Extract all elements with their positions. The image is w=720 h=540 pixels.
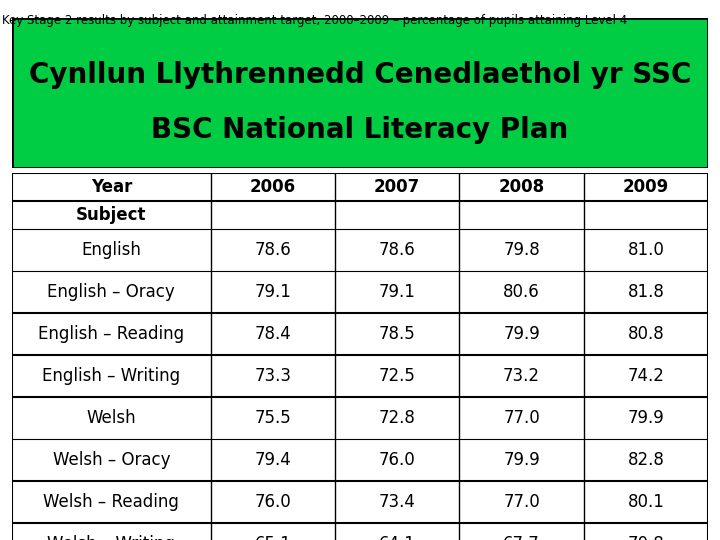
Text: 79.9: 79.9 <box>503 325 540 343</box>
Text: 80.8: 80.8 <box>627 325 665 343</box>
Text: 73.2: 73.2 <box>503 367 540 385</box>
Text: 72.8: 72.8 <box>379 409 415 427</box>
Text: Welsh – Reading: Welsh – Reading <box>43 493 179 511</box>
Text: Welsh – Writing: Welsh – Writing <box>48 535 175 540</box>
Text: Year: Year <box>91 178 132 196</box>
Text: 78.6: 78.6 <box>254 241 292 259</box>
Text: BSC National Literacy Plan: BSC National Literacy Plan <box>151 117 569 145</box>
Text: Welsh – Oracy: Welsh – Oracy <box>53 451 170 469</box>
Text: 78.5: 78.5 <box>379 325 415 343</box>
Text: 72.5: 72.5 <box>379 367 415 385</box>
Text: 2007: 2007 <box>374 178 420 196</box>
Text: 77.0: 77.0 <box>503 409 540 427</box>
Text: Key Stage 2 results by subject and attainment target, 2000–2009 – percentage of : Key Stage 2 results by subject and attai… <box>2 14 627 27</box>
Text: English – Writing: English – Writing <box>42 367 181 385</box>
Text: 64.1: 64.1 <box>379 535 415 540</box>
Text: 80.6: 80.6 <box>503 283 540 301</box>
Text: 79.4: 79.4 <box>254 451 292 469</box>
Text: 79.9: 79.9 <box>627 409 665 427</box>
Text: English: English <box>81 241 141 259</box>
Text: 78.4: 78.4 <box>254 325 292 343</box>
Text: 77.0: 77.0 <box>503 493 540 511</box>
Text: 79.8: 79.8 <box>503 241 540 259</box>
Text: 79.1: 79.1 <box>254 283 292 301</box>
Text: 80.1: 80.1 <box>627 493 665 511</box>
Text: 76.0: 76.0 <box>254 493 292 511</box>
Text: 70.8: 70.8 <box>627 535 665 540</box>
Text: 76.0: 76.0 <box>379 451 415 469</box>
Text: 73.3: 73.3 <box>254 367 292 385</box>
Text: 73.4: 73.4 <box>379 493 415 511</box>
Text: 81.8: 81.8 <box>627 283 665 301</box>
Text: 74.2: 74.2 <box>627 367 665 385</box>
Text: 75.5: 75.5 <box>254 409 292 427</box>
Text: 79.9: 79.9 <box>503 451 540 469</box>
Text: Subject: Subject <box>76 206 147 224</box>
Text: 2006: 2006 <box>250 178 296 196</box>
Text: English – Reading: English – Reading <box>38 325 184 343</box>
Text: 67.7: 67.7 <box>503 535 540 540</box>
Text: 2008: 2008 <box>498 178 544 196</box>
Text: 2009: 2009 <box>623 178 669 196</box>
Text: Cynllun Llythrennedd Cenedlaethol yr SSC: Cynllun Llythrennedd Cenedlaethol yr SSC <box>29 61 691 89</box>
Text: 78.6: 78.6 <box>379 241 415 259</box>
Text: English – Oracy: English – Oracy <box>48 283 175 301</box>
Text: 65.1: 65.1 <box>254 535 292 540</box>
Text: Welsh: Welsh <box>86 409 136 427</box>
Text: 82.8: 82.8 <box>627 451 665 469</box>
Text: 81.0: 81.0 <box>627 241 665 259</box>
Text: 79.1: 79.1 <box>379 283 415 301</box>
